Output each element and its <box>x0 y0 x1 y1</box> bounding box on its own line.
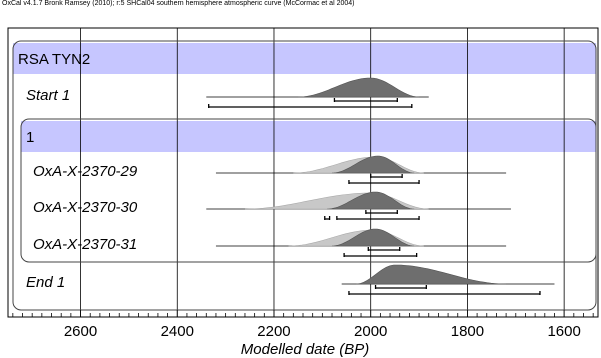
oxa-31-posterior <box>331 228 415 247</box>
end-1-label: End 1 <box>26 274 65 291</box>
oxa-29-label: OxA-X-2370-29 <box>33 163 138 180</box>
group-box-2 <box>20 118 597 263</box>
oxa-30-label: OxA-X-2370-30 <box>33 199 138 216</box>
start-1-label: Start 1 <box>26 87 70 104</box>
start-1-posterior <box>298 77 420 98</box>
oxa-31-label: OxA-X-2370-31 <box>33 236 137 253</box>
x-tick-label-2000: 2000 <box>354 323 387 340</box>
x-tick-label-1600: 1600 <box>547 323 580 340</box>
group-label-1: RSA TYN2 <box>18 51 90 68</box>
x-tick-label-2200: 2200 <box>257 323 290 340</box>
oxa-29-posterior <box>331 155 415 174</box>
group-label-2: 1 <box>26 129 34 146</box>
software-credit: OxCal v4.1.7 Bronk Ramsey (2010); r:5 SH… <box>2 0 355 7</box>
x-tick-label-2600: 2600 <box>64 323 97 340</box>
x-tick-label-1800: 1800 <box>451 323 484 340</box>
x-axis-label: Modelled date (BP) <box>241 341 369 358</box>
group-band-1 <box>13 43 596 74</box>
oxa-30-posterior <box>327 191 415 210</box>
x-tick-label-2400: 2400 <box>161 323 194 340</box>
end-1-posterior <box>356 264 507 285</box>
group-band-2 <box>21 121 596 152</box>
